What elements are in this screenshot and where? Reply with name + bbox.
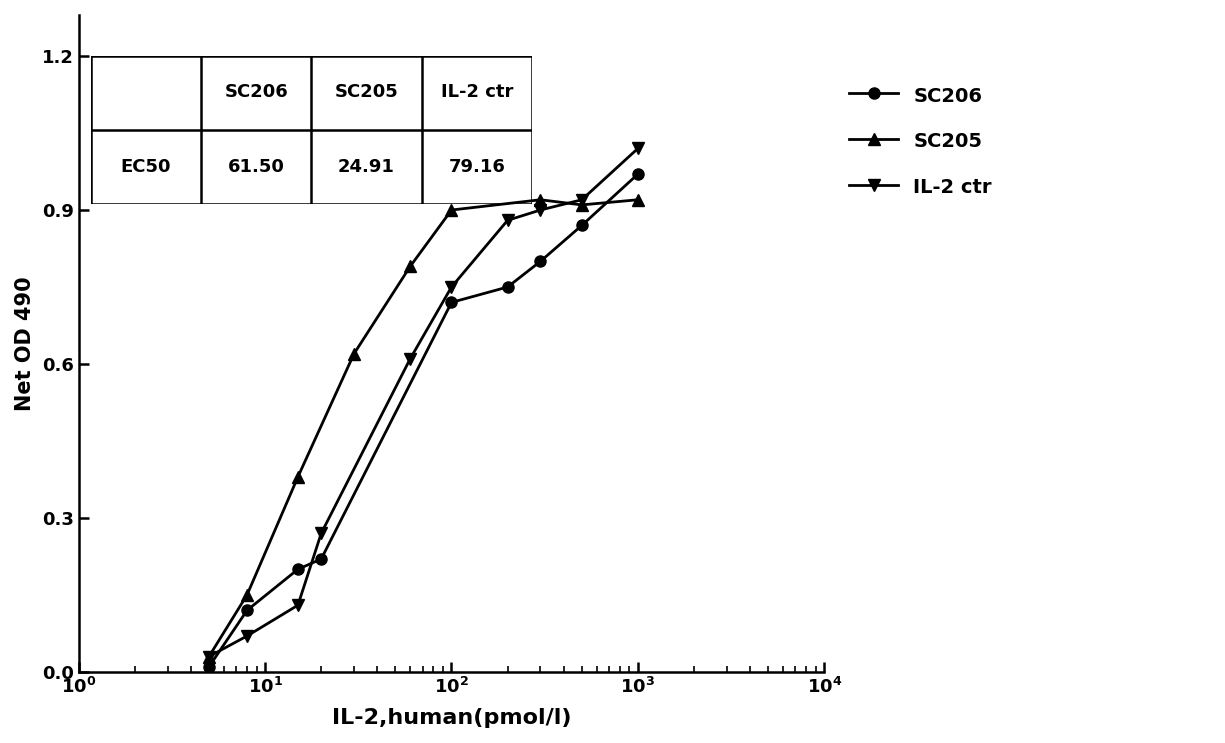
SC205 xyxy=(347,349,361,358)
SC206 xyxy=(575,221,589,230)
SC205 xyxy=(290,473,305,481)
Text: SC206: SC206 xyxy=(224,82,288,100)
SC206 xyxy=(314,554,328,563)
SC206 xyxy=(445,298,459,307)
Text: 24.91: 24.91 xyxy=(338,158,394,176)
IL-2 ctr xyxy=(631,144,646,153)
IL-2 ctr xyxy=(240,632,255,640)
IL-2 ctr xyxy=(290,601,305,610)
IL-2 ctr xyxy=(500,215,514,224)
SC205 xyxy=(575,201,589,210)
Line: SC205: SC205 xyxy=(203,194,643,662)
SC206 xyxy=(533,257,548,266)
SC206 xyxy=(631,169,646,178)
SC206 xyxy=(240,606,255,614)
SC206 xyxy=(202,662,217,671)
Line: IL-2 ctr: IL-2 ctr xyxy=(203,143,643,662)
Line: SC206: SC206 xyxy=(203,169,643,672)
IL-2 ctr xyxy=(533,206,548,215)
IL-2 ctr xyxy=(202,652,217,661)
SC205 xyxy=(445,206,459,215)
Text: IL-2 ctr: IL-2 ctr xyxy=(441,82,513,100)
IL-2 ctr xyxy=(445,282,459,291)
IL-2 ctr xyxy=(403,354,418,363)
SC206 xyxy=(500,282,514,291)
IL-2 ctr xyxy=(575,195,589,204)
SC205 xyxy=(240,591,255,600)
SC205 xyxy=(202,652,217,661)
IL-2 ctr xyxy=(314,529,328,538)
X-axis label: IL-2,human(pmol/l): IL-2,human(pmol/l) xyxy=(332,708,571,728)
Text: 61.50: 61.50 xyxy=(228,158,284,176)
SC205 xyxy=(533,195,548,204)
Text: EC50: EC50 xyxy=(121,158,172,176)
SC206 xyxy=(290,565,305,574)
SC205 xyxy=(631,195,646,204)
Text: 79.16: 79.16 xyxy=(448,158,505,176)
Legend: SC206, SC205, IL-2 ctr: SC206, SC205, IL-2 ctr xyxy=(842,77,1000,205)
SC205 xyxy=(403,262,418,271)
Y-axis label: Net OD 490: Net OD 490 xyxy=(15,276,36,411)
Text: SC205: SC205 xyxy=(334,82,398,100)
